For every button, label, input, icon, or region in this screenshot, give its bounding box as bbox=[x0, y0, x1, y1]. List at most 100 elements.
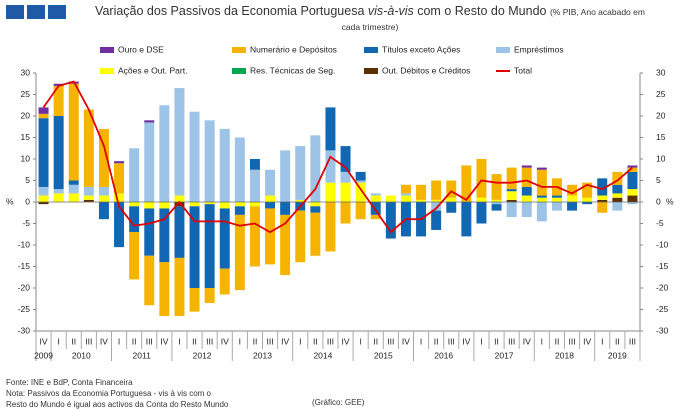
bar-segment bbox=[234, 206, 245, 215]
bar-segment bbox=[144, 208, 155, 256]
bar-segment bbox=[627, 167, 638, 172]
y2-tick-label: -30 bbox=[656, 325, 669, 335]
x-tick-label: IV bbox=[402, 336, 410, 346]
x-tick-label: IV bbox=[342, 336, 350, 346]
x-tick-label: II bbox=[373, 336, 378, 346]
bar-segment bbox=[582, 182, 593, 198]
y-tick-label: 15 bbox=[21, 132, 31, 142]
x-tick-label: IV bbox=[583, 336, 591, 346]
bar-segment bbox=[461, 202, 472, 237]
y-tick-label: -10 bbox=[18, 239, 31, 249]
bar-segment bbox=[38, 195, 49, 202]
bar-segment bbox=[567, 195, 578, 202]
x-tick-label: II bbox=[313, 336, 318, 346]
bar-segment bbox=[159, 202, 170, 209]
year-label: 2011 bbox=[133, 350, 152, 360]
bar-segment bbox=[491, 174, 502, 200]
x-tick-label: II bbox=[494, 336, 499, 346]
x-tick-label: II bbox=[71, 336, 76, 346]
x-tick-label: IV bbox=[281, 336, 289, 346]
x-tick-label: III bbox=[448, 336, 455, 346]
bar-segment bbox=[53, 116, 64, 190]
bar-segment bbox=[249, 159, 260, 170]
x-tick-label: IV bbox=[462, 336, 470, 346]
y-tick-label: -15 bbox=[18, 261, 31, 271]
x-tick-label: I bbox=[239, 336, 241, 346]
y2-tick-label: -25 bbox=[656, 304, 669, 314]
bar-segment bbox=[340, 182, 351, 202]
bar-segment bbox=[597, 202, 608, 213]
bar-segment bbox=[114, 193, 125, 202]
year-label: 2019 bbox=[608, 350, 627, 360]
bar-segment bbox=[234, 202, 245, 207]
bar-segment bbox=[53, 85, 64, 116]
bar-segment bbox=[265, 169, 276, 196]
y-tick-label: -5 bbox=[22, 218, 30, 228]
legend-swatch bbox=[232, 47, 246, 53]
legend-swatch bbox=[100, 68, 114, 74]
bar-segment bbox=[491, 204, 502, 211]
y-tick-label: 20 bbox=[21, 110, 31, 120]
bar-segment bbox=[597, 178, 608, 196]
bar-segment bbox=[83, 186, 94, 196]
bar-segment bbox=[521, 165, 532, 168]
bar-segment bbox=[340, 202, 351, 224]
bar-segment bbox=[83, 199, 94, 202]
bar-segment bbox=[325, 202, 336, 252]
y-tick-label: 10 bbox=[21, 153, 31, 163]
bar-segment bbox=[627, 195, 638, 202]
header-block bbox=[6, 5, 24, 19]
title-block: Variação dos Passivos da Economia Portug… bbox=[90, 4, 650, 34]
x-tick-label: I bbox=[420, 336, 422, 346]
bar-segment bbox=[536, 169, 547, 196]
chart-title: Variação dos Passivos da Economia Portug… bbox=[95, 4, 365, 18]
x-tick-label: III bbox=[387, 336, 394, 346]
bar-segment bbox=[370, 193, 381, 196]
bar-segment bbox=[612, 184, 623, 194]
bar-segment bbox=[114, 161, 125, 164]
x-tick-label: II bbox=[253, 336, 258, 346]
bar-segment bbox=[612, 202, 623, 211]
y2-tick-label: -10 bbox=[656, 239, 669, 249]
bar-segment bbox=[249, 206, 260, 267]
bar-segment bbox=[204, 288, 215, 304]
bar-segment bbox=[431, 210, 442, 230]
bar-segment bbox=[38, 107, 49, 114]
bar-segment bbox=[370, 202, 381, 215]
bar-segment bbox=[446, 202, 457, 213]
bar-segment bbox=[189, 288, 200, 312]
bar-segment bbox=[310, 202, 321, 207]
bar-segment bbox=[491, 199, 502, 202]
bar-segment bbox=[53, 193, 64, 202]
x-tick-label: I bbox=[57, 336, 59, 346]
note: Nota: Passivos da Economia Portuguesa - … bbox=[6, 389, 212, 398]
bar-segment bbox=[340, 171, 351, 183]
bar-segment bbox=[234, 214, 245, 291]
bar-segment bbox=[159, 208, 170, 263]
x-tick-label: II bbox=[434, 336, 439, 346]
bar-segment bbox=[506, 191, 517, 200]
bar-segment bbox=[68, 180, 79, 185]
bar-segment bbox=[627, 171, 638, 190]
y-tick-label: -30 bbox=[18, 325, 31, 335]
x-tick-label: III bbox=[146, 336, 153, 346]
bar-segment bbox=[129, 206, 140, 233]
bar-segment bbox=[370, 214, 381, 220]
y-axis-label: % bbox=[6, 196, 14, 206]
bar-segment bbox=[114, 202, 125, 248]
x-tick-label: I bbox=[299, 336, 301, 346]
bar-segment bbox=[551, 197, 562, 202]
bar-segment bbox=[506, 199, 517, 202]
bar-segment bbox=[446, 197, 457, 202]
total-line bbox=[42, 80, 633, 234]
bar-segment bbox=[265, 195, 276, 202]
bar-segment bbox=[144, 202, 155, 209]
bar-segment bbox=[521, 202, 532, 218]
bar-segment bbox=[627, 165, 638, 168]
bar-segment bbox=[551, 195, 562, 198]
x-tick-label: III bbox=[629, 336, 636, 346]
bar-segment bbox=[506, 189, 517, 192]
year-label: 2014 bbox=[313, 350, 332, 360]
